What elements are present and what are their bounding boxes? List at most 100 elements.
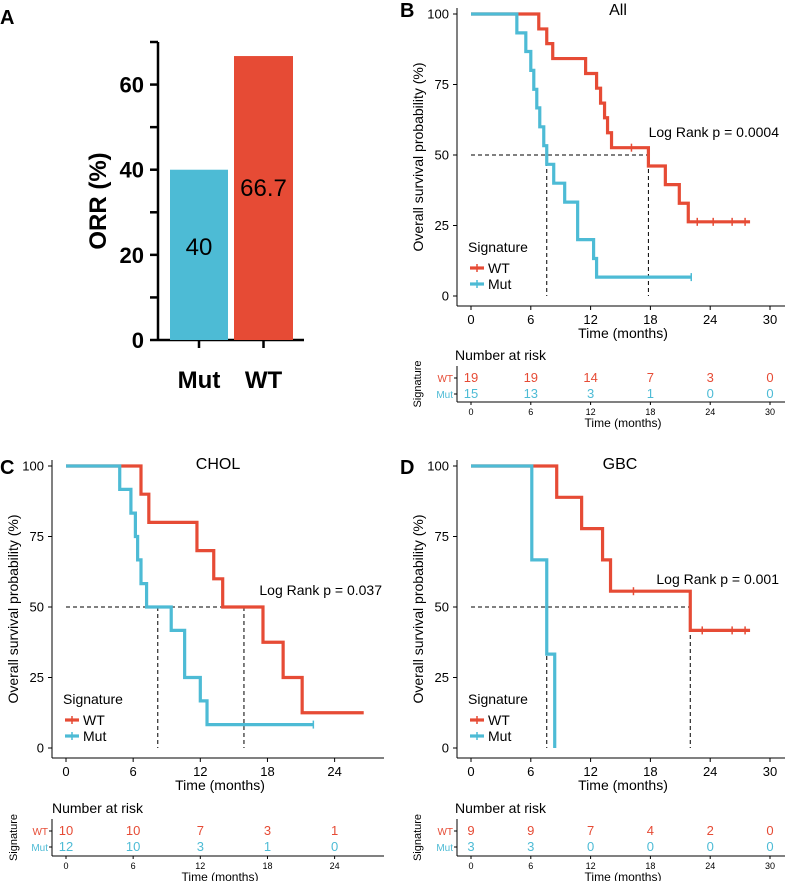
x-tick-label: 24 (703, 312, 717, 327)
risk-count: 7 (197, 823, 204, 838)
risk-x-tick-label: 18 (645, 861, 655, 871)
risk-count: 7 (647, 370, 654, 385)
risk-count: 1 (647, 386, 654, 401)
risk-x-axis-label: Time (months) (585, 870, 662, 881)
risk-table-title: Number at risk (52, 800, 144, 816)
risk-x-tick-label: 30 (765, 407, 775, 417)
bar-value-label: 40 (186, 234, 213, 261)
risk-row-label-wt: WT (437, 374, 453, 385)
x-tick-label: 0 (467, 312, 474, 327)
risk-row-label-mut: Mut (436, 843, 453, 854)
y-tick-label: 75 (30, 529, 44, 544)
risk-x-tick-label: 18 (645, 407, 655, 417)
risk-x-tick-label: 24 (705, 861, 715, 871)
risk-count: 9 (467, 823, 474, 838)
x-axis-label: Time (months) (175, 777, 265, 793)
x-tick-label: 12 (583, 764, 597, 779)
risk-x-tick-label: 6 (528, 407, 533, 417)
x-axis-label: Time (months) (578, 777, 668, 793)
x-tick-label: 0 (467, 764, 474, 779)
risk-count: 4 (647, 823, 654, 838)
y-tick-label: 40 (120, 158, 144, 183)
panel-letter-c: C (0, 457, 14, 479)
risk-x-tick-label: 24 (705, 407, 715, 417)
risk-x-tick-label: 0 (468, 861, 473, 871)
risk-count: 0 (647, 839, 654, 854)
risk-count: 9 (527, 823, 534, 838)
risk-y-axis-label: Signature (412, 814, 424, 861)
risk-table-title: Number at risk (455, 347, 547, 363)
risk-count: 0 (587, 839, 594, 854)
y-tick-label: 25 (30, 670, 44, 685)
y-tick-label: 20 (120, 243, 144, 268)
risk-x-tick-label: 24 (330, 861, 340, 871)
x-tick-label: 30 (763, 764, 777, 779)
risk-x-axis-label: Time (months) (585, 416, 662, 430)
risk-count: 0 (766, 839, 773, 854)
legend-label-wt: WT (83, 712, 105, 728)
risk-count: 7 (587, 823, 594, 838)
chart-title: GBC (603, 456, 638, 473)
risk-count: 2 (707, 823, 714, 838)
legend-title: Signature (468, 691, 528, 707)
risk-count: 19 (524, 370, 538, 385)
risk-count: 19 (464, 370, 478, 385)
risk-count: 3 (467, 839, 474, 854)
risk-x-tick-label: 0 (468, 407, 473, 417)
panel-letter-b: B (400, 0, 414, 22)
x-tick-label: 6 (527, 764, 534, 779)
panel-letter-d: D (400, 457, 414, 479)
x-tick-label: WT (245, 367, 283, 394)
risk-count: 3 (264, 823, 271, 838)
y-tick-label: 100 (427, 459, 449, 474)
risk-count: 3 (197, 839, 204, 854)
bar-wt (234, 56, 293, 340)
km-curve-wt (66, 464, 364, 715)
x-tick-label: Mut (178, 367, 221, 394)
risk-count: 10 (126, 839, 140, 854)
y-tick-label: 75 (435, 529, 449, 544)
risk-row-label-wt: WT (437, 827, 453, 838)
km-curve-mut (66, 464, 314, 727)
log-rank-annotation: Log Rank p = 0.037 (259, 582, 382, 598)
y-axis-label: Overall survival probability (%) (410, 62, 426, 251)
panel-a: A 0 20 40 60 ORR (%) 40 Mut 66.7 WT (0, 7, 304, 394)
risk-x-axis-label: Time (months) (182, 870, 259, 881)
risk-count: 0 (766, 823, 773, 838)
risk-count: 15 (464, 386, 478, 401)
risk-x-tick-label: 6 (131, 861, 136, 871)
bar-value-label: 66.7 (240, 175, 287, 202)
x-tick-label: 18 (643, 312, 657, 327)
risk-x-tick-label: 6 (528, 861, 533, 871)
y-axis-label: Overall survival probability (%) (410, 514, 426, 703)
risk-count: 0 (766, 386, 773, 401)
log-rank-annotation: Log Rank p = 0.0004 (649, 124, 780, 140)
risk-x-tick-label: 12 (586, 861, 596, 871)
legend-label-wt: WT (488, 260, 510, 276)
y-tick-label: 0 (37, 741, 44, 756)
legend-title: Signature (468, 239, 528, 255)
risk-row-label-mut: Mut (436, 390, 453, 401)
x-axis-label: Time (months) (578, 325, 668, 341)
x-tick-label: 12 (193, 764, 207, 779)
y-tick-label: 25 (435, 218, 449, 233)
y-tick-label: 0 (132, 328, 144, 353)
x-tick-label: 18 (260, 764, 274, 779)
risk-count: 14 (583, 370, 597, 385)
y-tick-label: 50 (435, 148, 449, 163)
y-tick-label: 75 (435, 77, 449, 92)
km-curve-wt (471, 464, 751, 633)
risk-count: 1 (264, 839, 271, 854)
risk-x-tick-label: 18 (262, 861, 272, 871)
y-tick-label: 25 (435, 670, 449, 685)
y-tick-label: 50 (30, 600, 44, 615)
risk-row-label-mut: Mut (31, 843, 48, 854)
y-tick-label: 100 (427, 7, 449, 22)
risk-y-axis-label: Signature (412, 360, 424, 407)
y-axis-label: Overall survival probability (%) (5, 514, 21, 703)
x-tick-label: 24 (703, 764, 717, 779)
x-tick-label: 12 (583, 312, 597, 327)
